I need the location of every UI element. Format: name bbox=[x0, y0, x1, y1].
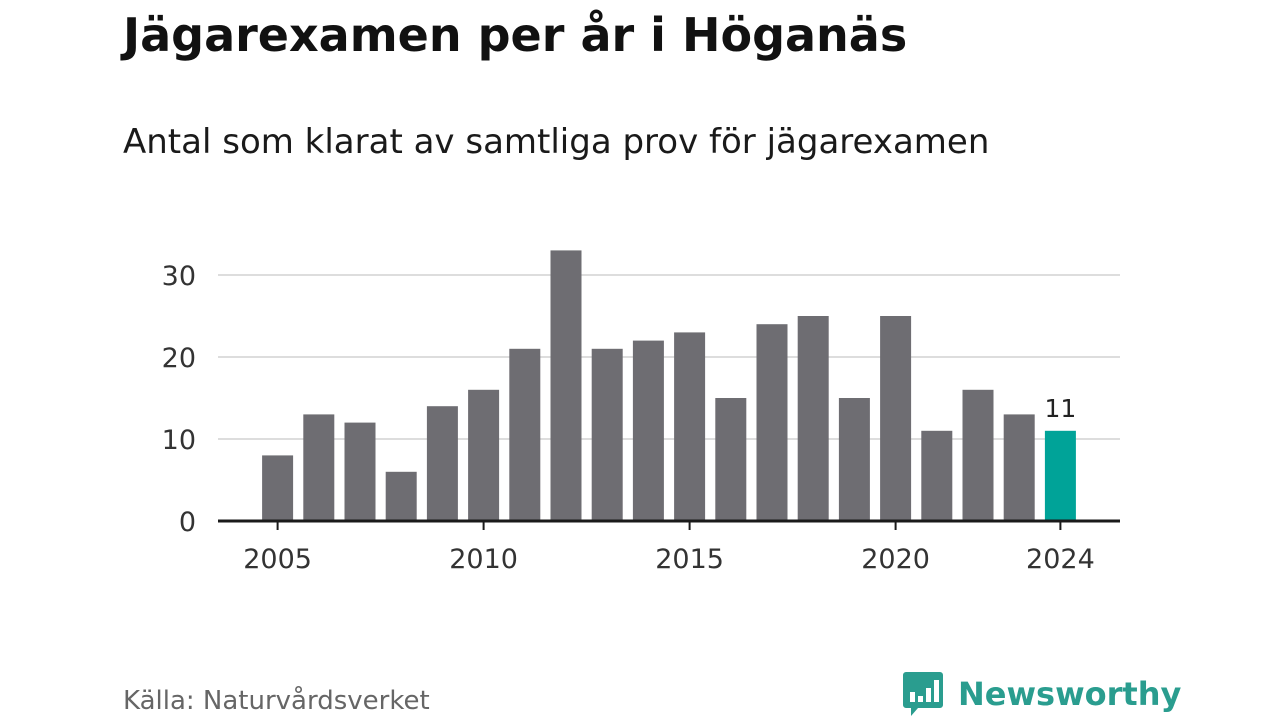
chart-title: Jägarexamen per år i Höganäs bbox=[123, 8, 908, 62]
y-tick-label: 0 bbox=[179, 507, 196, 538]
x-tick-label: 2020 bbox=[861, 544, 930, 575]
x-tick-label: 2005 bbox=[243, 544, 312, 575]
axes: 0 10 20 30 2005 2010 2015 2020 2024 bbox=[162, 261, 1120, 575]
bar bbox=[797, 316, 829, 521]
x-tick-label: 2010 bbox=[449, 544, 518, 575]
bar bbox=[509, 348, 541, 521]
bar bbox=[262, 455, 294, 521]
bar bbox=[756, 324, 788, 521]
bar bbox=[468, 389, 500, 521]
bar bbox=[426, 406, 458, 521]
bar bbox=[921, 430, 953, 521]
bars: 11 bbox=[262, 250, 1076, 521]
y-tick-label: 20 bbox=[162, 343, 196, 374]
bar bbox=[632, 340, 664, 521]
x-tick-label: 2015 bbox=[655, 544, 724, 575]
bar bbox=[550, 250, 582, 521]
brand-name: Newsworthy bbox=[958, 675, 1182, 713]
data-label: 11 bbox=[1044, 394, 1076, 423]
newsworthy-logo-icon bbox=[903, 672, 943, 716]
bar bbox=[715, 398, 747, 521]
bar bbox=[303, 414, 335, 521]
bar bbox=[385, 471, 417, 521]
bar bbox=[962, 389, 994, 521]
bar bbox=[344, 422, 376, 521]
chart-subtitle: Antal som klarat av samtliga prov för jä… bbox=[123, 122, 990, 162]
bar bbox=[880, 316, 912, 521]
bar-highlighted bbox=[1044, 430, 1076, 521]
bar bbox=[838, 398, 870, 521]
y-tick-label: 10 bbox=[162, 425, 196, 456]
source-note: Källa: Naturvårdsverket bbox=[123, 686, 430, 716]
brand-logo: Newsworthy bbox=[902, 670, 1181, 718]
bar bbox=[1003, 414, 1035, 521]
bar bbox=[674, 332, 706, 521]
y-tick-label: 30 bbox=[162, 261, 196, 292]
bar bbox=[591, 348, 623, 521]
x-tick-label: 2024 bbox=[1026, 544, 1095, 575]
